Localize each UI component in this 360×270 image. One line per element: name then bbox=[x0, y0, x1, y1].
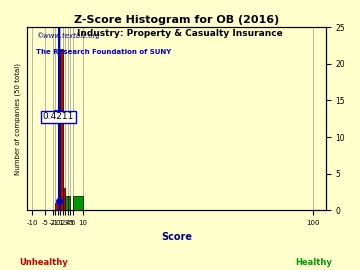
Text: 0.4211: 0.4211 bbox=[43, 112, 74, 121]
Bar bbox=[65, 195, 68, 210]
Bar bbox=[55, 203, 58, 210]
Bar bbox=[58, 56, 60, 210]
Y-axis label: Number of companies (50 total): Number of companies (50 total) bbox=[15, 63, 22, 175]
Bar bbox=[73, 195, 83, 210]
Bar bbox=[68, 195, 71, 210]
Bar bbox=[60, 49, 63, 210]
Text: ©www.textbiz.org: ©www.textbiz.org bbox=[36, 33, 100, 39]
Text: Unhealthy: Unhealthy bbox=[19, 258, 68, 267]
Bar bbox=[63, 188, 65, 210]
Text: Healthy: Healthy bbox=[295, 258, 332, 267]
Text: Industry: Property & Casualty Insurance: Industry: Property & Casualty Insurance bbox=[77, 29, 283, 38]
Title: Z-Score Histogram for OB (2016): Z-Score Histogram for OB (2016) bbox=[74, 15, 279, 25]
Text: The Research Foundation of SUNY: The Research Foundation of SUNY bbox=[36, 49, 171, 55]
X-axis label: Score: Score bbox=[161, 231, 192, 241]
